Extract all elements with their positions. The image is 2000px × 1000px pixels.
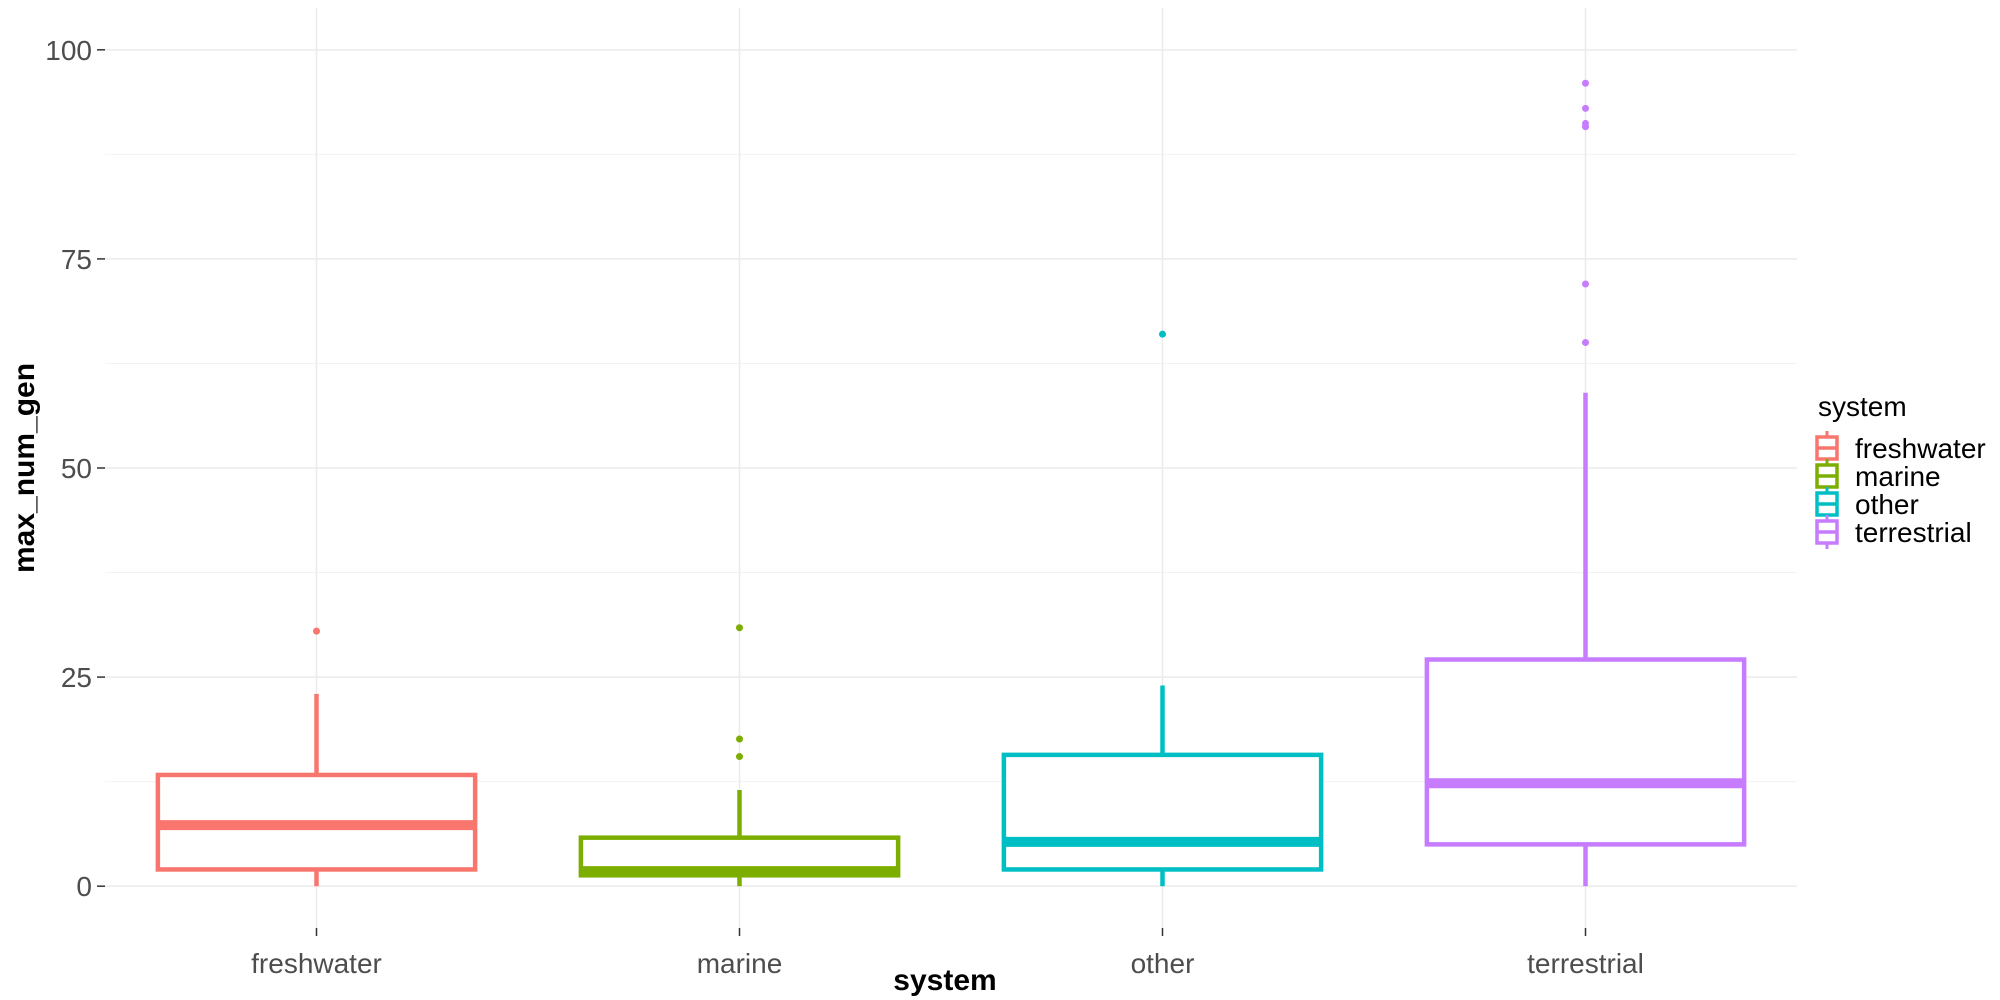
legend-label: terrestrial — [1855, 517, 1972, 548]
box-marine — [578, 624, 901, 887]
outlier-point — [1582, 339, 1589, 347]
box-body — [1424, 657, 1747, 847]
y-tick-label: 75 — [61, 244, 92, 275]
y-tick-label: 100 — [45, 35, 92, 66]
y-axis-title: max_num_gen — [8, 363, 41, 573]
outlier-point — [1582, 280, 1589, 288]
legend-label: freshwater — [1855, 433, 1986, 464]
outlier-point — [1159, 330, 1166, 338]
x-axis: freshwater marine other terrestrial — [251, 928, 1644, 979]
outlier-point — [736, 753, 743, 761]
legend-item-terrestrial: terrestrial — [1815, 515, 1972, 549]
y-axis: 0 25 50 75 100 — [45, 35, 105, 902]
box-other — [1001, 330, 1324, 887]
legend-item-marine: marine — [1815, 459, 1941, 493]
box-terrestrial — [1424, 79, 1747, 887]
legend-item-freshwater: freshwater — [1815, 431, 1986, 465]
x-axis-title: system — [893, 964, 996, 997]
y-tick-label: 50 — [61, 453, 92, 484]
box-freshwater — [155, 627, 478, 887]
outlier-point — [736, 624, 743, 632]
x-tick-label: freshwater — [251, 948, 382, 979]
outlier-point — [313, 627, 320, 635]
legend-title: system — [1818, 391, 1907, 422]
outlier-point — [736, 735, 743, 743]
box-body — [1001, 752, 1324, 872]
x-tick-label: terrestrial — [1527, 948, 1644, 979]
x-tick-label: other — [1131, 948, 1195, 979]
outlier-point — [1582, 104, 1589, 112]
outlier-point — [1582, 79, 1589, 87]
boxes — [155, 79, 1747, 887]
outlier-point — [1582, 119, 1589, 127]
y-tick-label: 25 — [61, 662, 92, 693]
legend-label: other — [1855, 489, 1919, 520]
legend-item-other: other — [1815, 487, 1919, 521]
legend-label: marine — [1855, 461, 1941, 492]
x-tick-label: marine — [697, 948, 783, 979]
y-tick-label: 0 — [76, 871, 92, 902]
